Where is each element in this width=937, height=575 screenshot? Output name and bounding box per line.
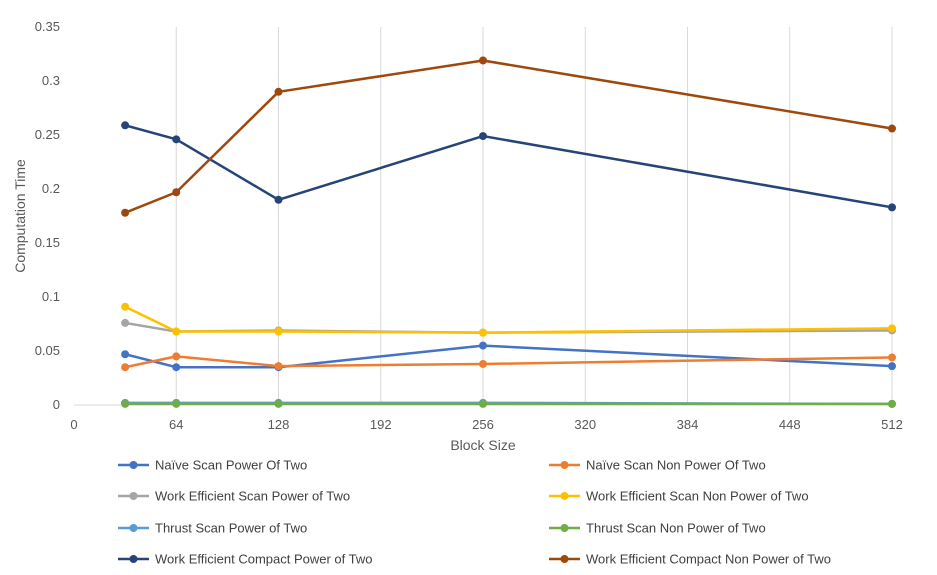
data-point — [888, 399, 896, 408]
legend-marker — [560, 524, 569, 532]
legend-label: Thrust Scan Power of Two — [155, 521, 307, 536]
x-tick-label: 384 — [677, 417, 699, 432]
legend-item: Naïve Scan Power Of Two — [118, 458, 307, 473]
x-axis-title: Block Size — [450, 437, 516, 453]
data-point — [121, 350, 130, 359]
legend-item: Work Efficient Compact Power of Two — [118, 552, 372, 567]
data-point — [172, 363, 181, 372]
x-tick-label: 64 — [169, 417, 183, 432]
x-tick-label: 320 — [574, 417, 596, 432]
data-point — [479, 56, 487, 65]
series-line — [124, 124, 893, 209]
x-tick-label: 512 — [881, 417, 903, 432]
y-axis-ticks: 0 0.05 0.1 0.15 0.2 0.25 0.3 0.35 — [35, 19, 60, 412]
legend-label: Work Efficient Compact Power of Two — [155, 552, 372, 567]
data-point — [274, 195, 283, 204]
legend-item: Work Efficient Compact Non Power of Two — [549, 552, 831, 567]
series-8 — [121, 56, 896, 217]
series-3 — [121, 318, 896, 337]
legend-label: Naïve Scan Non Power Of Two — [586, 458, 766, 473]
legend-label: Naïve Scan Power Of Two — [155, 458, 307, 473]
data-point — [274, 362, 283, 371]
series-line — [124, 355, 893, 369]
data-point — [121, 208, 130, 217]
y-tick-label: 0.35 — [35, 19, 60, 34]
series-1 — [121, 341, 896, 372]
x-tick-label: 0 — [70, 417, 77, 432]
data-point — [479, 328, 487, 337]
data-point — [121, 363, 130, 372]
legend-item: Work Efficient Scan Non Power of Two — [549, 489, 809, 504]
data-point — [121, 318, 130, 327]
series-6 — [121, 399, 896, 408]
data-point — [888, 362, 896, 371]
data-point — [888, 124, 896, 133]
y-tick-label: 0.05 — [35, 343, 60, 358]
data-point — [888, 324, 896, 333]
y-tick-label: 0 — [53, 397, 60, 412]
data-point — [121, 399, 130, 408]
legend-marker — [129, 555, 138, 563]
series-4 — [121, 302, 896, 337]
legend-marker — [129, 524, 138, 532]
legend-marker — [129, 461, 138, 469]
data-point — [172, 399, 181, 408]
data-point — [274, 87, 283, 96]
legend-label: Work Efficient Compact Non Power of Two — [586, 552, 831, 567]
x-tick-label: 128 — [268, 417, 290, 432]
x-tick-label: 256 — [472, 417, 494, 432]
data-point — [479, 132, 487, 141]
data-point — [479, 341, 487, 350]
series-line — [124, 59, 893, 214]
legend-marker — [560, 461, 569, 469]
x-tick-label: 448 — [779, 417, 801, 432]
data-point — [274, 399, 283, 408]
legend-item: Thrust Scan Non Power of Two — [549, 521, 766, 536]
legend-label: Thrust Scan Non Power of Two — [586, 521, 766, 536]
legend-label: Work Efficient Scan Non Power of Two — [586, 489, 809, 504]
data-point — [274, 327, 283, 336]
x-tick-label: 192 — [370, 417, 392, 432]
legend-item: Thrust Scan Power of Two — [118, 521, 307, 536]
series-7 — [121, 121, 896, 212]
y-axis-title: Computation Time — [12, 159, 28, 273]
x-axis-ticks: 0 64 128 192 256 320 384 448 512 — [70, 417, 902, 432]
data-point — [172, 352, 181, 361]
legend-marker — [560, 492, 569, 500]
legend-item: Naïve Scan Non Power Of Two — [549, 458, 766, 473]
y-tick-label: 0.3 — [42, 73, 60, 88]
data-point — [121, 302, 130, 311]
series-line — [124, 305, 893, 334]
data-point — [172, 188, 181, 197]
legend-marker — [560, 555, 569, 563]
data-point — [888, 353, 896, 362]
legend-marker — [129, 492, 138, 500]
y-tick-label: 0.15 — [35, 235, 60, 250]
data-point — [172, 135, 181, 144]
data-point — [172, 327, 181, 336]
y-tick-label: 0.2 — [42, 181, 60, 196]
legend-item: Work Efficient Scan Power of Two — [118, 489, 350, 504]
data-point — [121, 121, 130, 130]
data-point — [479, 359, 487, 368]
y-tick-label: 0.25 — [35, 127, 60, 142]
legend: Naïve Scan Power Of Two Naïve Scan Non Po… — [118, 458, 831, 567]
data-point — [479, 399, 487, 408]
data-point — [888, 203, 896, 212]
legend-label: Work Efficient Scan Power of Two — [155, 489, 350, 504]
series-group — [121, 56, 896, 408]
y-tick-label: 0.1 — [42, 289, 60, 304]
series-2 — [121, 352, 896, 372]
